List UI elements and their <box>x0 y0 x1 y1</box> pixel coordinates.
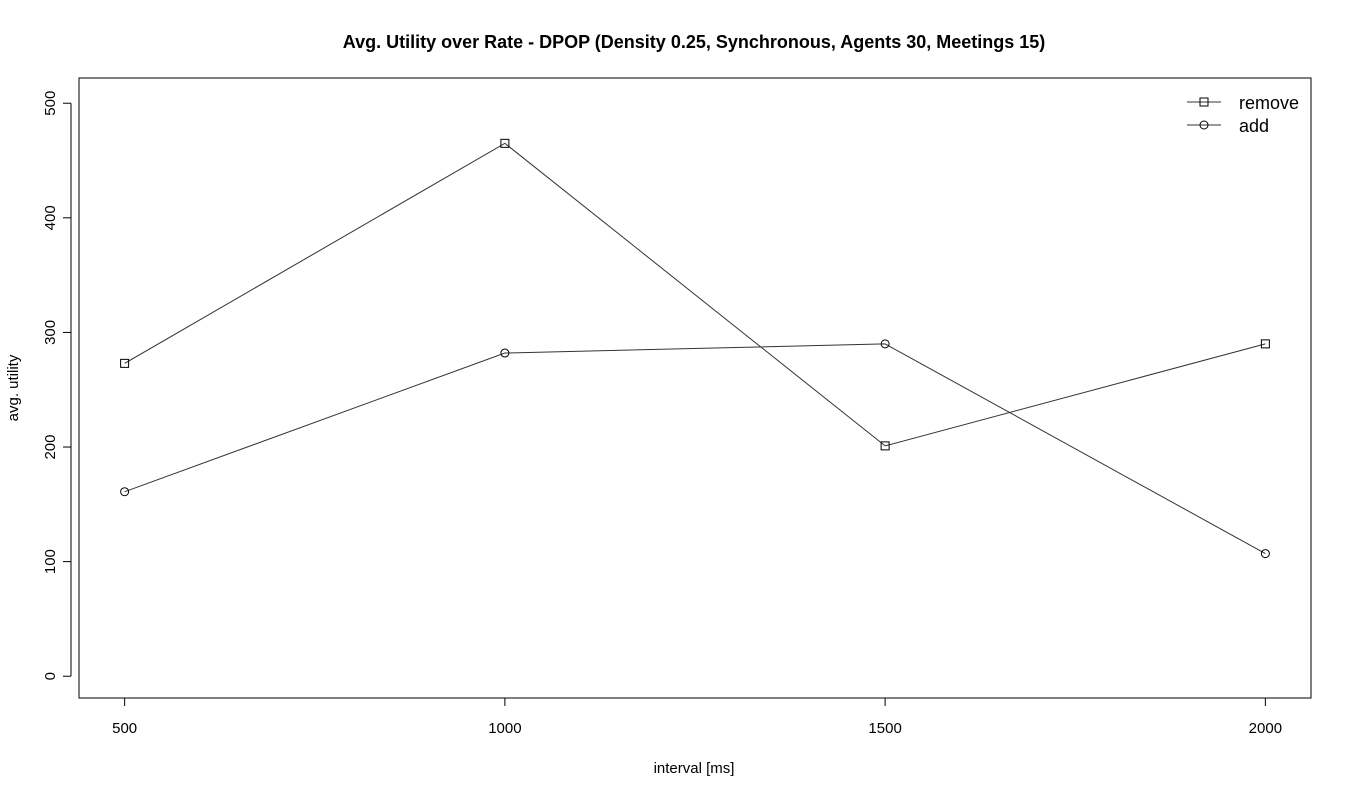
y-axis-label: avg. utility <box>5 354 22 421</box>
y-tick-label: 200 <box>42 435 59 460</box>
legend-circle-marker <box>1199 120 1209 130</box>
legend-label: remove <box>1239 93 1299 113</box>
y-axis: 0 100 200 300 400 500 <box>42 91 72 680</box>
legend-square-marker <box>1199 97 1209 107</box>
x-tick-label: 2000 <box>1249 720 1282 737</box>
series-remove-line <box>124 142 1266 447</box>
legend-label: add <box>1239 116 1269 136</box>
chart-title: Avg. Utility over Rate - DPOP (Density 0… <box>343 32 1046 52</box>
plot-frame <box>78 77 1312 699</box>
add-point <box>880 339 890 349</box>
x-tick-label: 1000 <box>488 720 521 737</box>
y-tick-label: 500 <box>42 91 59 116</box>
x-tick-label: 500 <box>112 720 137 737</box>
x-axis-label: interval [ms] <box>654 760 735 777</box>
series-add <box>120 339 1270 559</box>
remove-point <box>880 441 890 451</box>
y-tick-label: 400 <box>42 205 59 230</box>
series-layer <box>120 138 1270 559</box>
x-tick-label: 1500 <box>868 720 901 737</box>
y-tick-label: 100 <box>42 549 59 574</box>
add-point <box>500 348 510 358</box>
series-remove <box>120 138 1270 451</box>
legend-item-remove: remove <box>1187 93 1299 113</box>
x-axis: 500 1000 1500 2000 <box>112 697 1282 737</box>
remove-point <box>120 358 130 368</box>
add-point <box>120 487 130 497</box>
y-tick-label: 300 <box>42 320 59 345</box>
remove-point <box>1260 339 1270 349</box>
y-tick-label: 0 <box>42 672 59 680</box>
add-point <box>1260 549 1270 559</box>
legend: remove add <box>1187 93 1299 136</box>
legend-item-add: add <box>1187 116 1269 136</box>
remove-point <box>500 138 510 148</box>
series-add-line <box>124 343 1266 555</box>
